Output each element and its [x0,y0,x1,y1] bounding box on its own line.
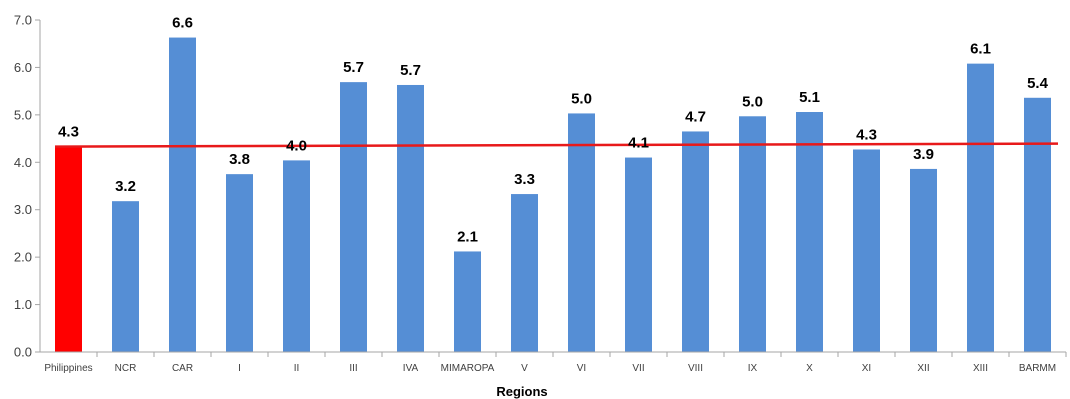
bar-xi [853,149,880,352]
bar-iii [340,82,367,352]
bar-philippines [55,146,82,352]
data-label: 3.2 [115,178,136,195]
data-label: 5.7 [400,62,421,79]
x-tick-label: MIMAROPA [441,363,495,374]
y-tick-label: 0.0 [14,345,32,360]
data-label: 4.0 [286,137,307,154]
x-tick-label: XIII [973,363,988,374]
data-label: 4.7 [685,108,706,125]
x-tick-label: V [521,363,528,374]
data-label: 5.4 [1027,75,1049,92]
x-tick-label: IX [748,363,758,374]
bar-mimaropa [454,251,481,352]
bar-vi [568,113,595,352]
x-tick-label: X [806,363,813,374]
data-label: 5.0 [571,90,592,107]
data-label: 3.3 [514,171,535,188]
bar-ix [739,116,766,352]
data-label: 4.1 [628,135,649,152]
y-tick-label: 4.0 [14,155,32,170]
bar-barmm [1024,97,1051,352]
data-label: 4.3 [58,124,79,141]
bar-v [511,194,538,352]
y-tick-label: 6.0 [14,60,32,75]
data-label: 5.1 [799,89,820,106]
y-tick-label: 2.0 [14,250,32,265]
y-axis: 0.0 1.0 2.0 3.0 4.0 5.0 6.0 7.0 [14,13,41,360]
x-tick-label: NCR [115,363,137,374]
bar-iva [397,84,424,352]
bar-ii [283,160,310,352]
data-label: 2.1 [457,228,478,245]
x-axis: Philippines NCR CAR I II III IVA MIMAROPA V VI VII… [40,351,1067,374]
y-tick-label: 7.0 [14,13,32,28]
data-label: 6.1 [970,41,991,58]
bar-vii [625,157,652,352]
x-tick-label: IVA [403,363,419,374]
x-tick-label: BARMM [1019,363,1056,374]
data-label: 3.8 [229,151,250,168]
x-tick-label: VI [577,363,586,374]
bar-ncr [112,201,139,352]
reference-line-group [54,142,1059,148]
bar-i [226,174,253,352]
y-tick-label: 1.0 [14,297,32,312]
bar-x [796,112,823,352]
data-label: 3.9 [913,146,934,163]
y-tick-label: 5.0 [14,107,32,122]
x-axis-title: Regions [496,384,547,399]
x-tick-label: III [349,363,357,374]
x-tick-label: VII [632,363,644,374]
x-tick-label: VIII [688,363,703,374]
bar-xii [910,168,937,352]
x-tick-label: XI [862,363,871,374]
data-label: 5.0 [742,93,763,110]
y-tick-label: 3.0 [14,202,32,217]
bar-xiii [967,63,994,353]
bar-car [169,37,196,352]
x-tick-label: XII [917,363,929,374]
data-label: 5.7 [343,59,364,76]
bar-viii [682,131,709,352]
data-label: 6.6 [172,15,193,32]
data-label: 4.3 [856,126,877,143]
x-tick-label: II [294,363,300,374]
bars-group [55,37,1051,353]
x-tick-label: Philippines [44,363,92,374]
data-labels-group: 4.3 3.2 6.6 3.8 4.0 5.7 5.7 2.1 3.3 5.0 4.1 4.7 5.0 5… [58,15,1049,246]
x-tick-label: I [238,363,241,374]
x-tick-label: CAR [172,363,193,374]
national-average-line [54,142,1059,148]
